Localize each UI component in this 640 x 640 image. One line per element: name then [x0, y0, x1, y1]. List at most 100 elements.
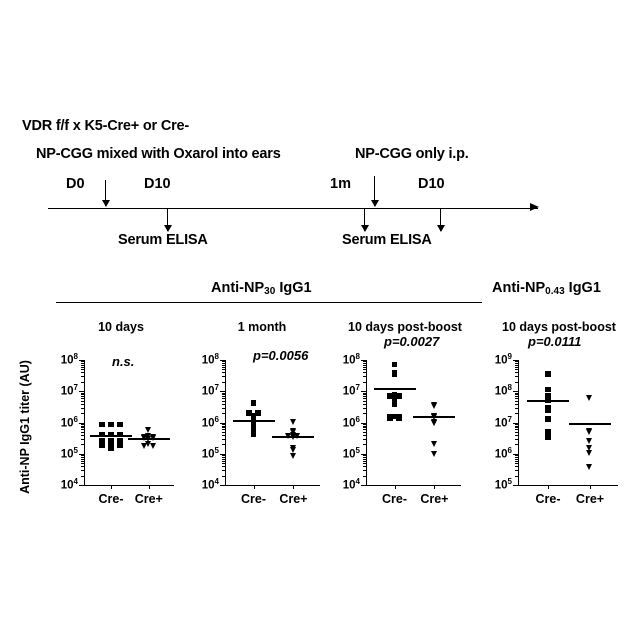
group-header-np043-subscript: 0.43	[545, 286, 564, 297]
data-point-square	[545, 408, 551, 414]
data-point-square	[251, 432, 257, 438]
data-point-square	[545, 397, 551, 403]
timeline-tick-1m: 1m	[330, 176, 351, 192]
mean-line	[374, 388, 416, 390]
y-axis-major-tick	[361, 485, 366, 486]
timeline-tick-d0: D0	[66, 176, 85, 192]
y-axis-minor-tick	[222, 470, 225, 471]
y-axis-minor-tick	[81, 376, 84, 377]
y-axis-minor-tick	[363, 476, 366, 477]
y-axis-minor-tick	[81, 394, 84, 395]
y-axis-minor-tick	[81, 435, 84, 436]
y-axis-minor-tick	[222, 426, 225, 427]
statistic-annotation: p=0.0056	[253, 348, 308, 363]
y-axis-minor-tick	[222, 408, 225, 409]
y-axis-minor-tick	[363, 461, 366, 462]
y-axis-minor-tick	[222, 455, 225, 456]
y-axis-minor-tick	[81, 365, 84, 366]
y-axis-minor-tick	[515, 427, 518, 428]
y-axis-minor-tick	[81, 457, 84, 458]
y-axis-line	[518, 360, 519, 485]
x-axis-tick	[111, 485, 112, 489]
x-axis-category-label-cre-pos: Cre+	[267, 492, 319, 506]
y-axis-minor-tick	[515, 361, 518, 362]
x-axis-tick	[254, 485, 255, 489]
y-axis-tick-label: 107	[328, 383, 360, 397]
y-axis-minor-tick	[81, 427, 84, 428]
data-point-triangle	[141, 443, 147, 449]
y-axis-minor-tick	[363, 435, 366, 436]
y-axis-major-tick	[513, 454, 518, 455]
y-axis-minor-tick	[222, 401, 225, 402]
data-point-square	[392, 401, 398, 407]
schematic-boost-route: i.p.	[448, 146, 468, 162]
y-axis-minor-tick	[222, 463, 225, 464]
y-axis-major-tick	[513, 391, 518, 392]
y-axis-minor-tick	[363, 457, 366, 458]
y-axis-tick-label: 104	[46, 477, 78, 491]
y-axis-minor-tick	[81, 363, 84, 364]
x-axis-line	[84, 485, 174, 486]
y-axis-minor-tick	[515, 466, 518, 467]
timeline-tick-d10-first: D10	[144, 176, 171, 192]
y-axis-line	[84, 360, 85, 485]
data-point-triangle	[586, 464, 592, 470]
x-axis-category-label-cre-pos: Cre+	[564, 492, 616, 506]
y-axis-minor-tick	[363, 424, 366, 425]
y-axis-tick-label: 105	[480, 477, 512, 491]
y-axis-minor-tick	[363, 444, 366, 445]
data-point-triangle	[586, 438, 592, 444]
y-axis-major-tick	[361, 454, 366, 455]
y-axis-minor-tick	[515, 382, 518, 383]
data-point-triangle	[431, 441, 437, 447]
data-point-square	[117, 422, 123, 428]
y-axis-minor-tick	[81, 401, 84, 402]
y-axis-minor-tick	[515, 413, 518, 414]
y-axis-minor-tick	[515, 376, 518, 377]
y-axis-minor-tick	[81, 404, 84, 405]
y-axis-minor-tick	[515, 424, 518, 425]
y-axis-tick-label: 105	[328, 446, 360, 460]
data-point-square	[99, 422, 105, 428]
data-point-square	[392, 362, 398, 368]
y-axis-label-text: Anti-NP IgG1 titer (AU)	[18, 352, 32, 502]
y-axis-tick-label: 105	[187, 446, 219, 460]
data-point-square	[251, 400, 257, 406]
y-axis-minor-tick	[515, 457, 518, 458]
y-axis-minor-tick	[81, 461, 84, 462]
y-axis-major-tick	[220, 391, 225, 392]
timeline-arrow-d0-icon	[105, 180, 106, 206]
plot-panel-10-days-post-boost-np043: 105106107108109p=0.0111Cre-Cre+	[518, 360, 618, 485]
schematic-line-immunization: NP-CGG mixed with Oxarol into ears	[36, 146, 281, 162]
data-point-square	[545, 371, 551, 377]
group-header-np043-prefix: Anti-NP	[492, 280, 545, 296]
y-axis-minor-tick	[515, 459, 518, 460]
y-axis-tick-label: 106	[187, 415, 219, 429]
group-header-np043-suffix: IgG1	[565, 280, 601, 296]
panel-subtitle-1: 1 month	[207, 320, 317, 334]
x-axis-tick	[434, 485, 435, 489]
y-axis-minor-tick	[363, 439, 366, 440]
data-point-square	[117, 443, 123, 449]
y-axis-minor-tick	[222, 427, 225, 428]
y-axis-minor-tick	[363, 463, 366, 464]
y-axis-minor-tick	[81, 429, 84, 430]
y-axis-minor-tick	[363, 363, 366, 364]
y-axis-minor-tick	[363, 413, 366, 414]
data-point-square	[545, 416, 551, 422]
y-axis-minor-tick	[81, 470, 84, 471]
schematic-line-genotype: VDR f/f x K5-Cre+ or Cre-	[22, 118, 189, 134]
y-axis-tick-label: 106	[480, 446, 512, 460]
timeline-readout-elisa-2: Serum ELISA	[342, 232, 432, 248]
y-axis-minor-tick	[515, 396, 518, 397]
y-axis-minor-tick	[363, 459, 366, 460]
timeline-readout-elisa-1: Serum ELISA	[118, 232, 208, 248]
y-axis-major-tick	[220, 360, 225, 361]
y-axis-minor-tick	[81, 413, 84, 414]
y-axis-minor-tick	[222, 398, 225, 399]
y-axis-minor-tick	[515, 408, 518, 409]
y-axis-minor-tick	[81, 426, 84, 427]
y-axis-minor-tick	[222, 429, 225, 430]
y-axis-tick-label: 108	[46, 352, 78, 366]
y-axis-minor-tick	[222, 476, 225, 477]
